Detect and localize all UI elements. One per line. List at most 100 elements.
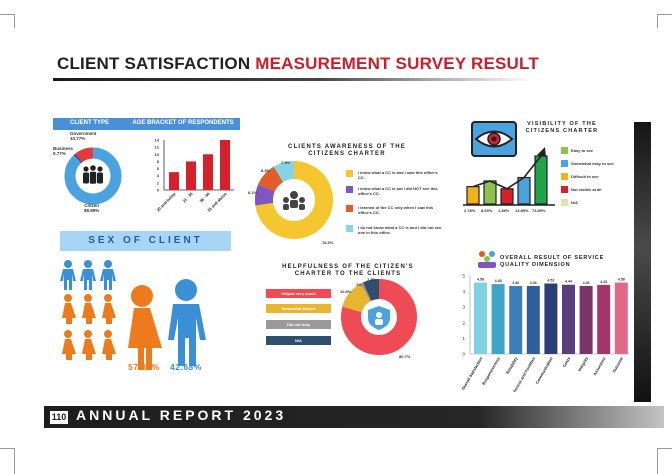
helpfulness-title: HELPFULNESS OF THE CITIZEN'S CHARTER TO … [282,264,414,277]
sq-x-tick: Assurance [592,355,607,376]
male-pct: 42.68% [170,362,202,372]
visibility-legend-item: Not visible at all [571,187,602,192]
sq-y-tick: 1 [462,336,465,341]
page-number: 110 [49,410,69,425]
sq-x-tick: Costs [561,355,571,368]
awareness-label-d: 78.3% [322,240,334,245]
awareness-legend-item: I do not know what a CC is and I did not… [358,225,442,236]
helpfulness-label-a: 1% [356,282,362,287]
visibility-bar [517,176,531,205]
title-part1: CLIENT SATISFACTION [57,54,251,73]
age-x-tick: 21 - 35 [181,191,194,204]
visibility-title: VISIBILITY OF THE CITIZENS CHARTER [525,121,599,134]
age-bar [169,172,179,190]
female-icon-large [128,285,162,370]
age-y-tick: 14 [155,138,160,143]
sq-x-tick: Integrity [577,355,590,372]
helpfulness-legend-item: Somewhat helped [266,304,331,313]
page-title: CLIENT SATISFACTION MEASUREMENT SURVEY R… [57,54,539,74]
awareness-slice-2 [254,184,275,206]
government-label: Government 10.77% [70,131,97,142]
business-pct: 0.77% [53,151,66,157]
visibility-legend-swatch [561,199,568,206]
sq-bar [509,285,523,354]
visibility-value-label: 2.78% [464,208,476,213]
title-underline [53,78,533,81]
helpfulness-slice-3 [361,282,372,302]
helpfulness-legend-item: N/A [266,336,331,345]
age-bar [220,140,230,190]
business-label: Business 0.77% [53,146,73,157]
awareness-legend-swatch [346,186,353,193]
sq-bar [579,285,593,354]
sq-value-label: 4.48 [495,279,502,283]
government-pct: 10.77% [70,136,86,142]
visibility-bar [466,186,480,205]
visibility-legend-swatch [561,173,568,180]
awareness-legend-item: I learned of the CC only when I saw this… [358,205,434,216]
awareness-slice-3 [258,166,284,193]
crop-mark [14,14,15,28]
team-icon [478,251,496,268]
awareness-legend-swatch [346,225,353,232]
awareness-pie [254,160,333,239]
sq-bar [562,284,575,354]
service-quality-chart: 5 4 3 2 1 0 4.58 Overall Satisfaction 4.48 Respon… [460,274,630,392]
sq-bar [491,284,505,354]
awareness-label-c: 8.1% [248,190,258,195]
people-icon [83,165,103,184]
sq-value-label: 4.44 [565,280,572,284]
shield-people-icon [368,306,390,330]
awareness-label-a: 7.9% [281,160,291,165]
visibility-legend-item: Easy to see [571,148,594,153]
visibility-value-label: 73.89% [532,208,546,213]
helpfulness-label-b: 7.8% [367,277,377,282]
sq-value-label: 4.58 [618,278,625,282]
crop-mark [658,14,672,15]
helpfulness-label-c: 10.8% [340,289,352,294]
sq-bar [614,282,628,354]
citizen-pct: 88.89% [84,208,100,214]
crop-mark [0,448,14,449]
sex-of-client-header: SEX OF CLIENT [60,231,231,251]
age-y-tick: 4 [157,173,160,178]
crop-mark [657,14,658,28]
age-bracket-header: AGE BRACKET OF RESPONDENTS [126,118,240,129]
visibility-legend-swatch [561,160,568,167]
visibility-trend-line [472,155,542,190]
awareness-legend-item: I know what a CC is but I did NOT see th… [358,186,438,197]
sq-value-label: 4.36 [512,281,519,285]
awareness-legend-swatch [346,205,353,212]
crop-mark [14,448,15,474]
sq-x-tick: Overall Satisfaction [460,356,483,391]
arrow-icon [537,147,546,157]
sq-y-tick: 5 [462,274,465,279]
helpfulness-slice-4 [362,279,380,301]
client-type-donut [64,147,122,205]
sq-bar [526,285,540,354]
sq-bar [474,282,487,354]
sq-x-tick: Outcome [611,355,624,373]
visibility-legend-item: N/A [571,200,578,205]
awareness-legend-swatch [346,170,353,177]
visibility-legend-item: Difficult to see [571,174,599,179]
male-icon-large [168,279,206,366]
female-pct: 57.32% [128,362,160,372]
sq-value-label: 4.36 [583,281,590,285]
service-quality-title: OVERALL RESULT OF SERVICE QUALITY DIMENS… [500,255,605,268]
age-y-tick: 0 [157,188,160,193]
footer-title: ANNUAL REPORT 2023 [76,407,287,423]
crop-mark [658,448,672,449]
sq-y-tick: 3 [462,305,465,310]
sq-value-label: 4.43 [600,280,607,284]
awareness-label-b: 8.3% [261,168,271,173]
sq-value-label: 4.36 [530,281,537,285]
helpfulness-legend-item: Did not help [266,320,331,329]
age-x-tick: 36 - 50 [198,191,211,204]
visibility-value-label: 13.89% [515,208,529,213]
sq-value-label: 4.52 [547,278,554,282]
visibility-bar [534,155,548,205]
client-type-header: CLIENT TYPE [53,118,126,129]
age-y-tick: 12 [155,145,160,150]
helpfulness-slice-2 [342,283,371,313]
